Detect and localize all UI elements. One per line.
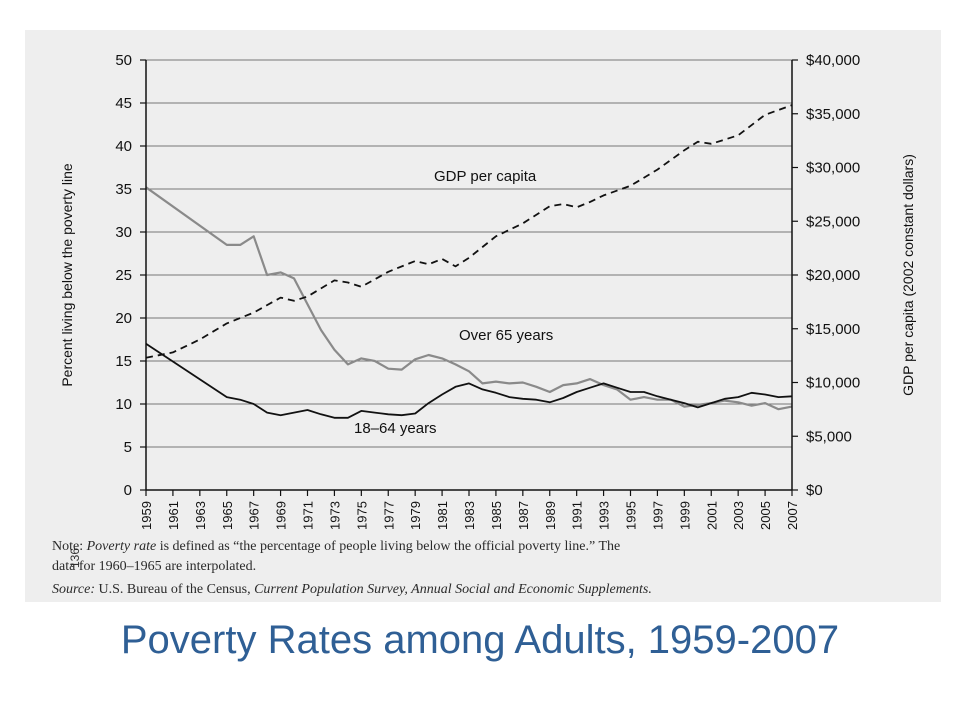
y2-tick-label: $20,000 — [806, 267, 860, 284]
x-tick-label: 1963 — [193, 501, 208, 530]
y-tick-label: 20 — [115, 310, 132, 327]
x-tick-label: 1975 — [354, 501, 369, 530]
annotation-gdp: GDP per capita — [434, 168, 537, 185]
x-tick-label: 2003 — [731, 501, 746, 530]
note-term: Poverty rate — [86, 539, 157, 554]
annotation-over-65: Over 65 years — [459, 327, 553, 344]
source-title: Current Population Survey, Annual Social… — [254, 582, 652, 597]
scanned-page-background — [25, 30, 941, 602]
note-text: is defined as “the percentage of people … — [156, 539, 621, 554]
x-tick-label: 1999 — [677, 501, 692, 530]
slide-title: Poverty Rates among Adults, 1959-2007 — [120, 618, 840, 662]
y-tick-label: 45 — [115, 95, 132, 112]
source-label: Source: — [52, 582, 96, 597]
x-tick-label: 2005 — [758, 501, 773, 530]
y-tick-label: 35 — [115, 181, 132, 198]
y-tick-label: 50 — [115, 52, 132, 69]
y2-tick-label: $25,000 — [806, 213, 860, 230]
source-pre: U.S. Bureau of the Census, — [95, 582, 255, 597]
note-label: Note: — [52, 539, 84, 554]
x-tick-label: 1987 — [516, 501, 531, 530]
x-tick-label: 1971 — [301, 501, 316, 530]
y-tick-label: 0 — [124, 482, 132, 499]
y-tick-label: 40 — [115, 138, 132, 155]
poverty-chart: 0 5 10 15 20 25 30 35 40 45 50 $0 $5,000 $10,000 $15,0… — [59, 52, 916, 568]
chart-series — [145, 104, 793, 419]
x-tick-label: 1977 — [381, 501, 396, 530]
chart-note: Note: Poverty rate is defined as “the pe… — [52, 539, 620, 555]
series-line-gdp-per-capita — [145, 104, 793, 359]
y-tick-label: 10 — [115, 396, 132, 413]
y-tick-label: 25 — [115, 267, 132, 284]
x-tick-label: 1973 — [327, 501, 342, 530]
x-tick-label: 1967 — [247, 501, 262, 530]
chart-axes: 0 5 10 15 20 25 30 35 40 45 50 $0 $5,000 $10,000 $15,0… — [115, 52, 860, 530]
y2-tick-label: $35,000 — [806, 106, 860, 123]
x-tick-label: 1985 — [489, 501, 504, 530]
chart-labels: GDP per capita Over 65 years 18–64 years Pe… — [59, 154, 916, 568]
x-tick-label: 1983 — [462, 501, 477, 530]
series-line-over-65-years — [145, 186, 793, 411]
y2-tick-label: $15,000 — [806, 321, 860, 338]
y-axis-title: Percent living below the poverty line — [59, 163, 75, 387]
x-tick-label: 1995 — [624, 501, 639, 530]
x-tick-label: 1959 — [139, 501, 154, 530]
x-tick-label: 1979 — [408, 501, 423, 530]
x-tick-label: 2001 — [704, 501, 719, 530]
y-tick-label: 15 — [115, 353, 132, 370]
x-tick-label: 1981 — [435, 501, 450, 530]
y2-tick-label: $40,000 — [806, 52, 860, 69]
y2-tick-label: $0 — [806, 482, 823, 499]
series-line-18-64-years — [145, 343, 793, 419]
x-tick-label: 2007 — [785, 501, 800, 530]
note-line2: data for 1960–1965 are interpolated. — [52, 559, 257, 574]
x-tick-label: 1993 — [597, 501, 612, 530]
chart-note-line2: data for 1960–1965 are interpolated. — [52, 559, 256, 575]
page-number: 136 — [68, 548, 82, 568]
x-tick-label: 1989 — [543, 501, 558, 530]
x-tick-label: 1969 — [274, 501, 289, 530]
y2-tick-label: $5,000 — [806, 428, 852, 445]
chart-source: Source: U.S. Bureau of the Census, Curre… — [52, 582, 652, 598]
y2-tick-label: $10,000 — [806, 375, 860, 392]
x-tick-label: 1997 — [650, 501, 665, 530]
y2-axis-title: GDP per capita (2002 constant dollars) — [900, 154, 916, 396]
y2-tick-label: $30,000 — [806, 160, 860, 177]
annotation-18-64: 18–64 years — [354, 420, 437, 437]
y-tick-label: 30 — [115, 224, 132, 241]
chart-grid — [146, 59, 792, 448]
x-tick-label: 1961 — [166, 501, 181, 530]
y-tick-label: 5 — [124, 439, 132, 456]
x-tick-label: 1991 — [570, 501, 585, 530]
x-tick-label: 1965 — [220, 501, 235, 530]
